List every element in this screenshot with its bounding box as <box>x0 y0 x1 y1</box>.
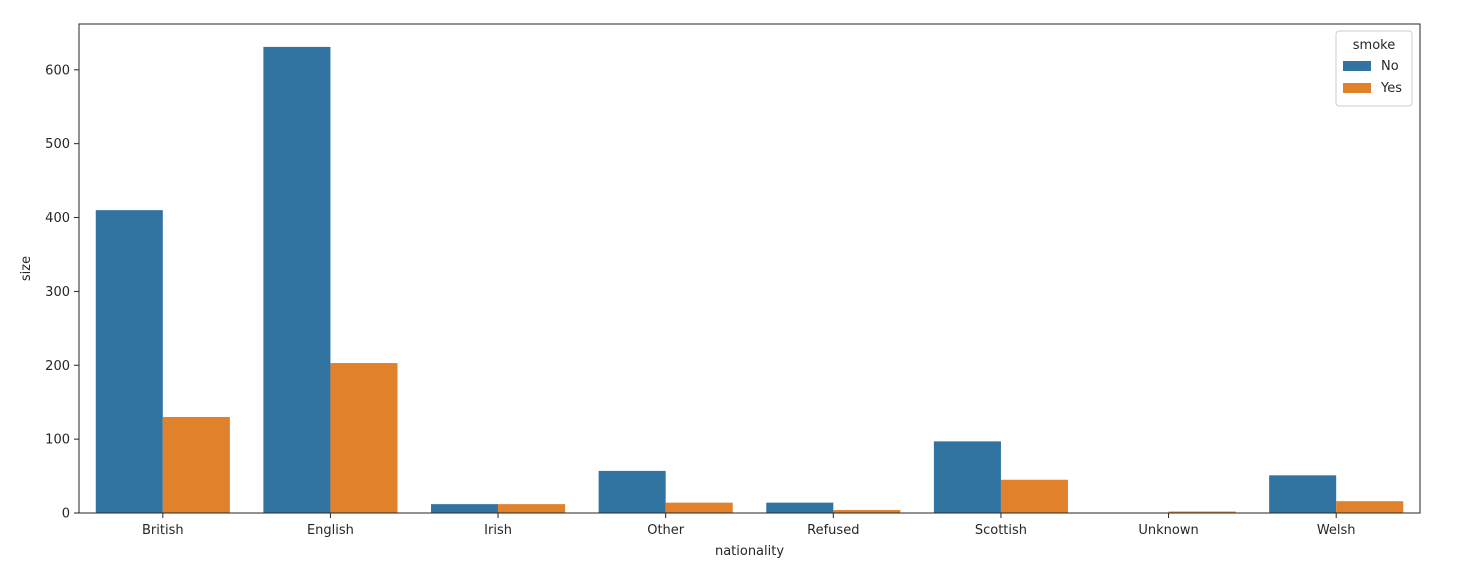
legend: smoke No Yes <box>1335 30 1413 107</box>
x-tick-label: English <box>307 523 354 538</box>
plot-frame <box>78 23 1421 514</box>
y-tick-label: 100 <box>45 433 70 448</box>
y-tick-label: 600 <box>45 63 70 78</box>
x-tick-label: Refused <box>807 523 859 538</box>
bar-scottish-yes <box>1000 479 1068 513</box>
x-tick-label: Unknown <box>1138 523 1198 538</box>
x-axis-label: nationality <box>715 544 784 559</box>
bar-british-yes <box>162 416 230 513</box>
y-tick-label: 0 <box>62 507 70 522</box>
x-tick-label: Scottish <box>975 523 1027 538</box>
bar-english-no <box>263 46 331 513</box>
x-tick-label: Irish <box>484 523 512 538</box>
legend-title: smoke <box>1353 38 1395 53</box>
legend-items: No Yes <box>1343 59 1402 96</box>
bar-refused-no <box>766 502 834 513</box>
y-tick-label: 400 <box>45 211 70 226</box>
bar-irish-no <box>431 504 499 513</box>
bar-refused-yes <box>833 510 901 513</box>
x-axis-ticks: British English Irish Other Refused Scottish U… <box>142 513 1356 538</box>
x-tick-label: British <box>142 523 184 538</box>
y-axis-ticks: 0 100 200 300 400 500 600 <box>45 63 79 522</box>
bar-other-no <box>598 470 666 513</box>
bar-unknown-yes <box>1168 511 1236 513</box>
bar-welsh-yes <box>1336 501 1404 513</box>
bar-welsh-no <box>1269 475 1337 513</box>
bar-english-yes <box>330 363 398 513</box>
y-tick-label: 200 <box>45 359 70 374</box>
y-axis-label: size <box>19 256 34 281</box>
legend-swatch-no <box>1343 61 1371 71</box>
bars-layer <box>95 46 1404 513</box>
bar-scottish-no <box>933 441 1001 513</box>
y-tick-label: 300 <box>45 285 70 300</box>
legend-swatch-yes <box>1343 83 1371 93</box>
bar-british-no <box>95 210 163 513</box>
x-tick-label: Other <box>647 523 685 538</box>
bar-irish-yes <box>498 504 566 513</box>
legend-label-yes: Yes <box>1380 81 1402 96</box>
bar-other-yes <box>665 502 733 513</box>
legend-label-no: No <box>1381 59 1399 74</box>
y-tick-label: 500 <box>45 137 70 152</box>
x-tick-label: Welsh <box>1317 523 1356 538</box>
